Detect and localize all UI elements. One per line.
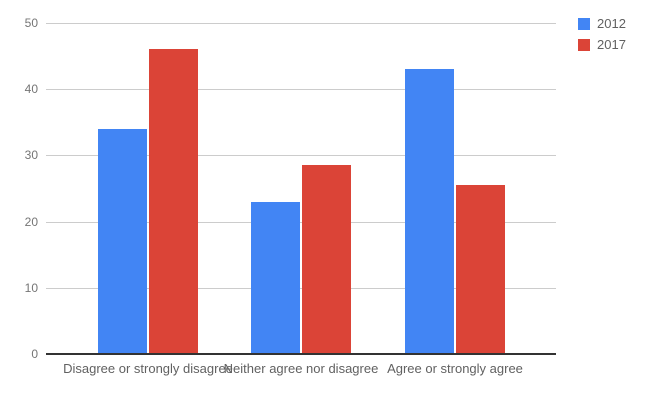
- x-axis-label-neither-agree-nor-disagree: Neither agree nor disagree: [223, 361, 379, 376]
- y-tick-label-40: 40: [24, 82, 38, 96]
- x-axis-label-disagree-or-strongly-disagree: Disagree or strongly disagree: [63, 361, 233, 376]
- y-tick-label-10: 10: [24, 281, 38, 295]
- bar-2012-neither-agree-nor-disagree[interactable]: [251, 202, 300, 354]
- legend-item-2017: 2017: [578, 38, 626, 52]
- y-tick-label-0: 0: [31, 347, 38, 361]
- legend-label-2012: 2012: [597, 16, 626, 31]
- x-axis-label-agree-or-strongly-agree: Agree or strongly agree: [387, 361, 523, 376]
- gridline-y-10: [46, 288, 556, 289]
- y-tick-label-30: 30: [24, 148, 38, 162]
- bar-2012-agree-or-strongly-agree[interactable]: [405, 69, 454, 354]
- legend-swatch-2012: [578, 18, 590, 30]
- bar-2017-agree-or-strongly-agree[interactable]: [456, 185, 505, 354]
- gridline-y-40: [46, 89, 556, 90]
- bar-2017-disagree-or-strongly-disagree[interactable]: [149, 49, 198, 354]
- x-axis-line: [46, 353, 556, 355]
- bar-2012-disagree-or-strongly-disagree[interactable]: [98, 129, 147, 354]
- bar-2017-neither-agree-nor-disagree[interactable]: [302, 165, 351, 354]
- gridline-y-20: [46, 222, 556, 223]
- legend-swatch-2017: [578, 39, 590, 51]
- legend-item-2012: 2012: [578, 17, 626, 31]
- gridline-y-30: [46, 155, 556, 156]
- y-tick-label-50: 50: [24, 16, 38, 30]
- gridline-y-50: [46, 23, 556, 24]
- y-tick-label-20: 20: [24, 215, 38, 229]
- legend-label-2017: 2017: [597, 37, 626, 52]
